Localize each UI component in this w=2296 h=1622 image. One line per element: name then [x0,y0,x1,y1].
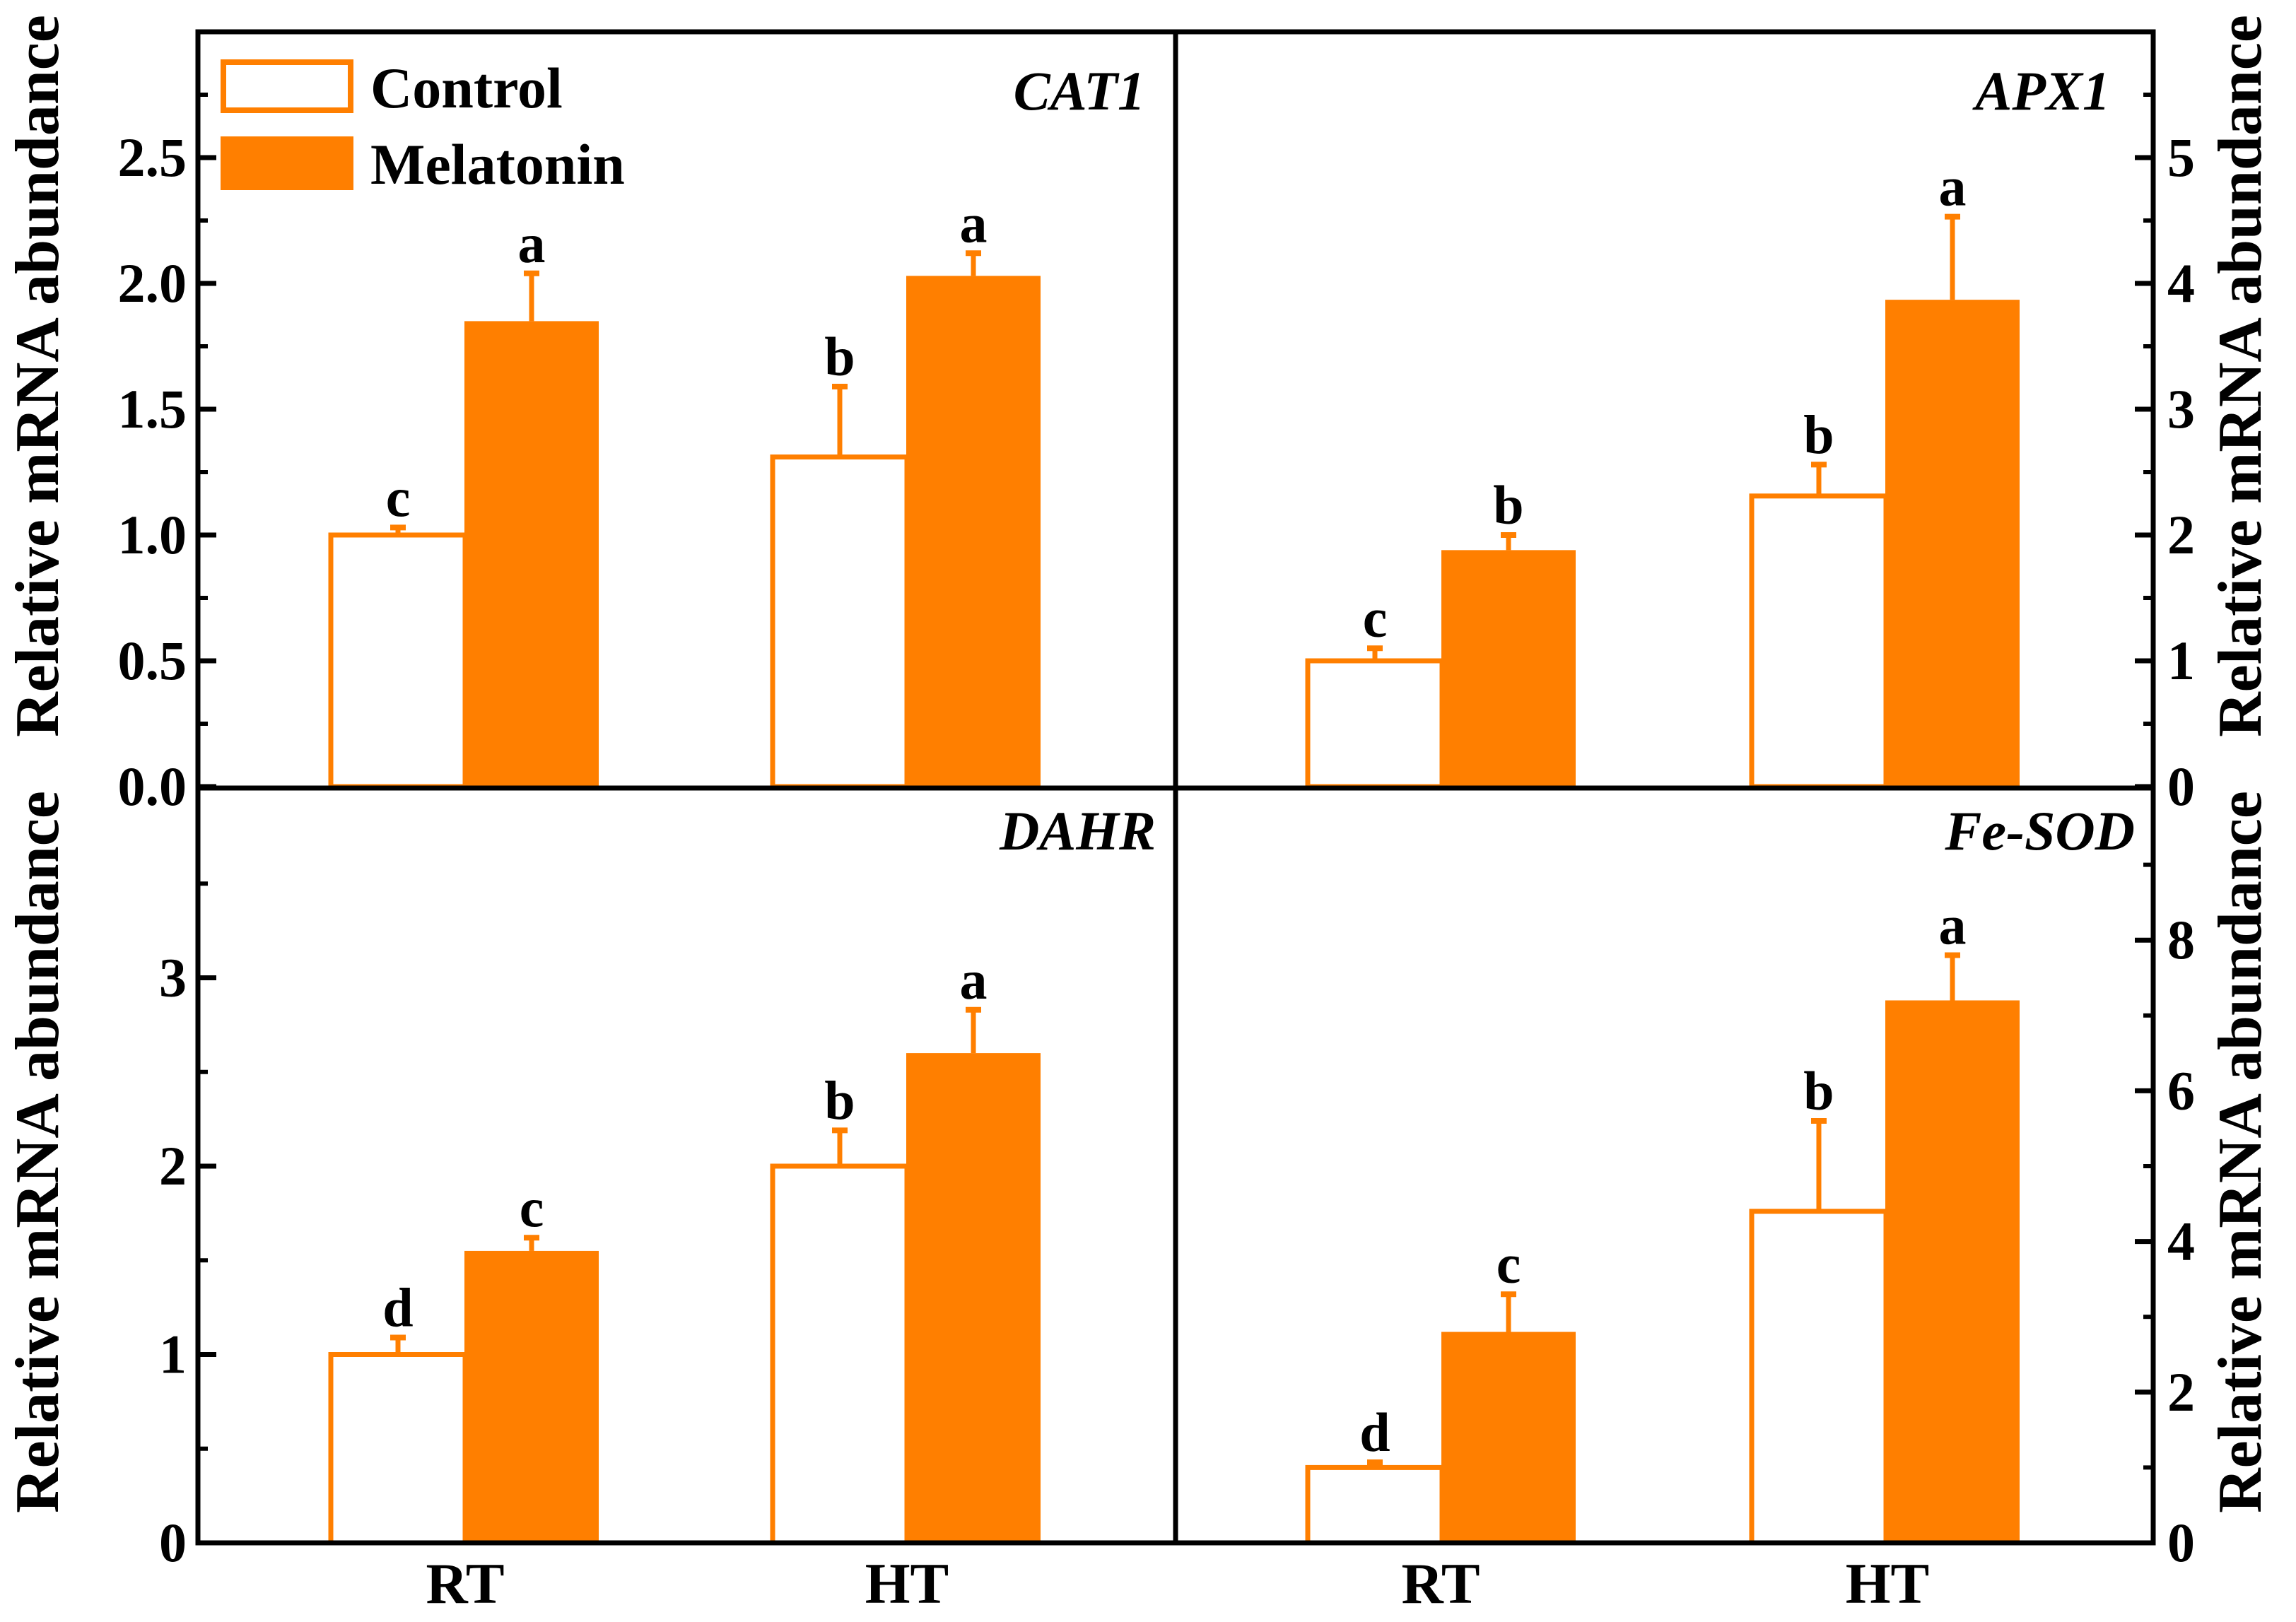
figure-frame [195,29,2156,1546]
y-tick-label: 2.0 [118,252,187,314]
bar-apx1-control-rt [1305,658,1445,789]
bar-fe-sod-control-rt [1305,1464,1445,1546]
significance-letter: a [960,949,988,1011]
y-tick-label: 2 [2167,1361,2195,1423]
y-tick-label: 2 [159,1135,187,1197]
bar-cat1-control-ht [770,454,910,789]
significance-letter: a [1939,156,1967,218]
significance-letter: d [1359,1401,1390,1463]
significance-letter: c [1496,1233,1521,1295]
bar-fe-sod-melatonin-ht [1885,1000,2020,1543]
y-tick-label: 1 [2167,630,2195,691]
panel-fe-sod: 0 2 4 6 8 d b c a [1305,862,2195,1573]
y-tick-label: 0 [2167,1512,2195,1573]
legend-swatch-melatonin [221,136,353,190]
legend: Control Melatonin [221,56,625,196]
bar-dahr-melatonin-rt [464,1250,599,1543]
significance-letter: b [1803,404,1834,465]
legend-label-melatonin: Melatonin [370,132,625,196]
y-axis-title-bottom-left: Relative mRNA abundance [4,791,72,1513]
y-tick-label: 5 [2167,127,2195,188]
gene-label-apx1: APX1 [1972,60,2110,122]
y-tick-label: 0.0 [118,756,187,817]
y-axis-title-top-right: Relative mRNA abundance [2206,15,2275,737]
legend-swatch-control [221,59,353,113]
bar-dahr-control-rt [328,1352,468,1546]
significance-letter: b [824,1069,855,1131]
bar-cat1-melatonin-rt [464,321,599,787]
bar-apx1-melatonin-rt [1441,550,1576,787]
gene-label-cat1: CAT1 [1014,60,1145,122]
significance-letter: c [386,466,411,528]
bar-apx1-melatonin-ht [1885,300,2020,787]
x-label-rt-right: RT [1401,1551,1480,1616]
x-label-rt-left: RT [426,1551,504,1616]
y-tick-label: 0 [159,1512,187,1573]
significance-letter: c [1363,587,1388,649]
x-label-ht-left: HT [865,1551,949,1616]
bar-fe-sod-control-ht [1749,1209,1889,1546]
y-tick-label: 6 [2167,1059,2195,1121]
y-tick-label: 1 [159,1324,187,1385]
y-tick-label: 0.5 [118,630,187,691]
panel-apx1: 0 1 2 3 4 5 c b b a [1305,93,2195,817]
significance-letter: b [1803,1060,1834,1122]
y-tick-label: 3 [2167,378,2195,440]
significance-letter: a [1939,895,1967,956]
significance-letter: b [824,326,855,387]
y-axis-title-bottom-right: Relative mRNA abundance [2206,791,2275,1513]
significance-letter: a [960,192,988,254]
gene-label-fe-sod: Fe-SOD [1944,800,2135,862]
y-axis-title-top-left: Relative mRNA abundance [4,15,72,737]
significance-letter: a [518,213,546,274]
y-tick-label: 2.5 [118,127,187,188]
significance-letter: d [382,1277,413,1339]
panel-dahr: 0 1 2 3 d b c a [159,881,1041,1573]
bar-dahr-control-ht [770,1163,910,1546]
legend-label-control: Control [370,56,563,120]
y-tick-label: 1.0 [118,504,187,565]
y-tick-label: 3 [159,947,187,1009]
bar-fe-sod-melatonin-rt [1441,1332,1576,1543]
panel-cat1: 0.0 0.5 1.0 1.5 2.0 2.5 c b a a [118,93,1041,817]
bar-apx1-control-ht [1749,493,1889,789]
y-tick-label: 1.5 [118,378,187,440]
significance-letter: c [520,1177,544,1238]
y-tick-label: 0 [2167,756,2195,817]
y-tick-label: 8 [2167,909,2195,970]
gene-label-dahr: DAHR [999,800,1156,862]
y-tick-label: 2 [2167,504,2195,565]
bar-cat1-melatonin-ht [906,276,1041,787]
x-label-ht-right: HT [1846,1551,1929,1616]
bar-cat1-control-rt [328,532,468,789]
significance-letter: b [1493,474,1523,536]
bar-dahr-melatonin-ht [906,1053,1041,1543]
y-tick-label: 4 [2167,1211,2195,1272]
y-tick-label: 4 [2167,252,2195,314]
